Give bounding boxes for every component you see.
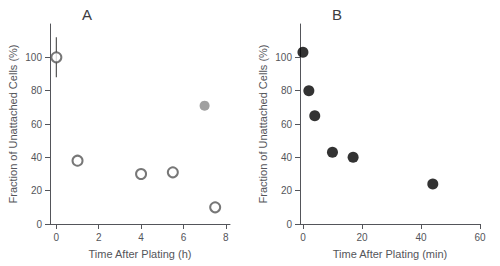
- svg-text:Time After Plating (min): Time After Plating (min): [333, 248, 448, 260]
- svg-text:40: 40: [415, 232, 427, 243]
- svg-text:0: 0: [36, 219, 42, 230]
- svg-text:100: 100: [275, 52, 292, 63]
- svg-text:80: 80: [281, 85, 293, 96]
- svg-text:B: B: [332, 6, 342, 23]
- svg-text:20: 20: [281, 185, 293, 196]
- svg-text:0: 0: [300, 232, 306, 243]
- svg-text:20: 20: [356, 232, 368, 243]
- svg-text:8: 8: [223, 232, 229, 243]
- svg-text:2: 2: [96, 232, 102, 243]
- svg-text:100: 100: [25, 52, 42, 63]
- svg-text:6: 6: [181, 232, 187, 243]
- svg-text:40: 40: [281, 152, 293, 163]
- svg-text:Time After Plating (h): Time After Plating (h): [89, 248, 192, 260]
- svg-text:80: 80: [31, 85, 43, 96]
- svg-text:0: 0: [286, 219, 292, 230]
- svg-text:0: 0: [54, 232, 60, 243]
- svg-text:40: 40: [31, 152, 43, 163]
- svg-text:Fraction of Unattached Cells (: Fraction of Unattached Cells (%): [257, 45, 269, 204]
- svg-text:60: 60: [474, 232, 486, 243]
- svg-text:4: 4: [138, 232, 144, 243]
- svg-text:20: 20: [31, 185, 43, 196]
- svg-text:60: 60: [281, 119, 293, 130]
- svg-text:60: 60: [31, 119, 43, 130]
- svg-text:A: A: [82, 6, 92, 23]
- svg-text:Fraction of Unattached Cells (: Fraction of Unattached Cells (%): [7, 45, 19, 204]
